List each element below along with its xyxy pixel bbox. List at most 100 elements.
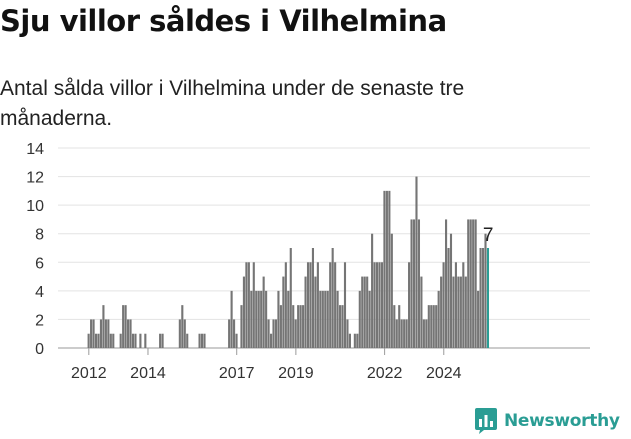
bar <box>477 290 480 348</box>
x-tick-label: 2012 <box>71 365 107 382</box>
bar <box>299 305 302 348</box>
bar <box>447 248 450 348</box>
bar <box>432 305 435 348</box>
bar <box>336 290 339 348</box>
bar <box>124 305 127 348</box>
bar <box>304 276 307 348</box>
bar <box>269 333 273 348</box>
bar <box>316 262 319 348</box>
bar <box>457 276 460 348</box>
bar <box>250 290 253 348</box>
bar <box>267 319 270 348</box>
bar <box>161 333 164 348</box>
bar <box>129 319 132 348</box>
bar <box>242 276 245 348</box>
bar <box>395 319 398 348</box>
bar <box>109 333 112 348</box>
bar <box>329 262 332 348</box>
bar <box>464 276 467 348</box>
bar <box>292 305 295 348</box>
bar <box>442 262 445 348</box>
y-tick-label: 2 <box>35 312 44 329</box>
brand-name: Newsworthy <box>504 411 620 431</box>
x-tick-label: 2017 <box>219 365 255 382</box>
bar <box>257 290 260 348</box>
bar <box>380 262 384 348</box>
bar <box>87 333 90 348</box>
bar <box>314 276 317 348</box>
bar <box>181 305 184 348</box>
bar <box>262 276 265 348</box>
bar <box>378 262 381 348</box>
bar <box>122 305 125 348</box>
bar <box>265 290 268 348</box>
bar <box>306 262 310 348</box>
bar <box>462 262 465 348</box>
bar <box>178 319 181 348</box>
x-tick-label: 2019 <box>278 365 314 382</box>
bar <box>260 290 263 348</box>
bar <box>302 305 305 348</box>
bar <box>348 333 351 348</box>
bar <box>388 190 391 348</box>
bar <box>311 248 315 348</box>
bar <box>459 276 462 348</box>
bar <box>341 305 344 348</box>
bar <box>452 276 455 348</box>
bar <box>410 219 413 348</box>
bar <box>454 262 457 348</box>
bar <box>321 290 324 348</box>
x-axis-ticks: 2012 2014 2017 2019 2022 2024 <box>71 348 462 382</box>
bar <box>97 333 100 348</box>
bar <box>274 319 278 348</box>
bar <box>403 319 406 348</box>
bar <box>119 333 122 348</box>
bar <box>445 219 448 348</box>
chart-title: Sju villor såldes i Vilhelmina <box>0 4 447 38</box>
y-tick-label: 0 <box>35 341 44 358</box>
x-tick-label: 2014 <box>130 365 166 382</box>
bar <box>282 276 285 348</box>
newsworthy-icon <box>475 408 497 434</box>
bar <box>287 290 290 348</box>
bar <box>272 319 275 348</box>
bar <box>112 333 115 348</box>
bar <box>371 233 374 348</box>
bar <box>183 319 186 348</box>
bar <box>356 333 359 348</box>
bar <box>425 319 428 348</box>
bar <box>400 319 403 348</box>
y-axis-ticks: 0 2 4 6 8 10 12 14 <box>26 141 44 358</box>
bar <box>104 319 107 348</box>
y-tick-label: 4 <box>35 284 44 301</box>
bar <box>245 262 248 348</box>
bar <box>368 290 371 348</box>
bar <box>405 319 408 348</box>
bar <box>99 319 103 348</box>
bar <box>334 262 337 348</box>
x-tick-label: 2022 <box>367 365 403 382</box>
bar <box>361 276 364 348</box>
bar <box>228 319 231 348</box>
bar <box>324 290 327 348</box>
bar <box>484 233 487 348</box>
bar <box>235 333 238 348</box>
bar <box>131 333 135 348</box>
bar-latest <box>486 248 490 348</box>
bar <box>472 219 475 348</box>
bar <box>467 219 470 348</box>
bar <box>233 319 236 348</box>
latest-value-label: 7 <box>483 225 494 246</box>
bar <box>277 290 280 348</box>
y-tick-label: 12 <box>26 170 44 187</box>
bar <box>393 305 396 348</box>
bar <box>358 290 361 348</box>
bar <box>417 219 421 348</box>
bar <box>319 290 322 348</box>
bar <box>144 333 147 348</box>
newsworthy-logo[interactable]: Newsworthy <box>474 405 620 437</box>
bar <box>247 262 250 348</box>
bars <box>87 176 490 348</box>
bar <box>430 305 433 348</box>
gridlines <box>58 147 590 349</box>
